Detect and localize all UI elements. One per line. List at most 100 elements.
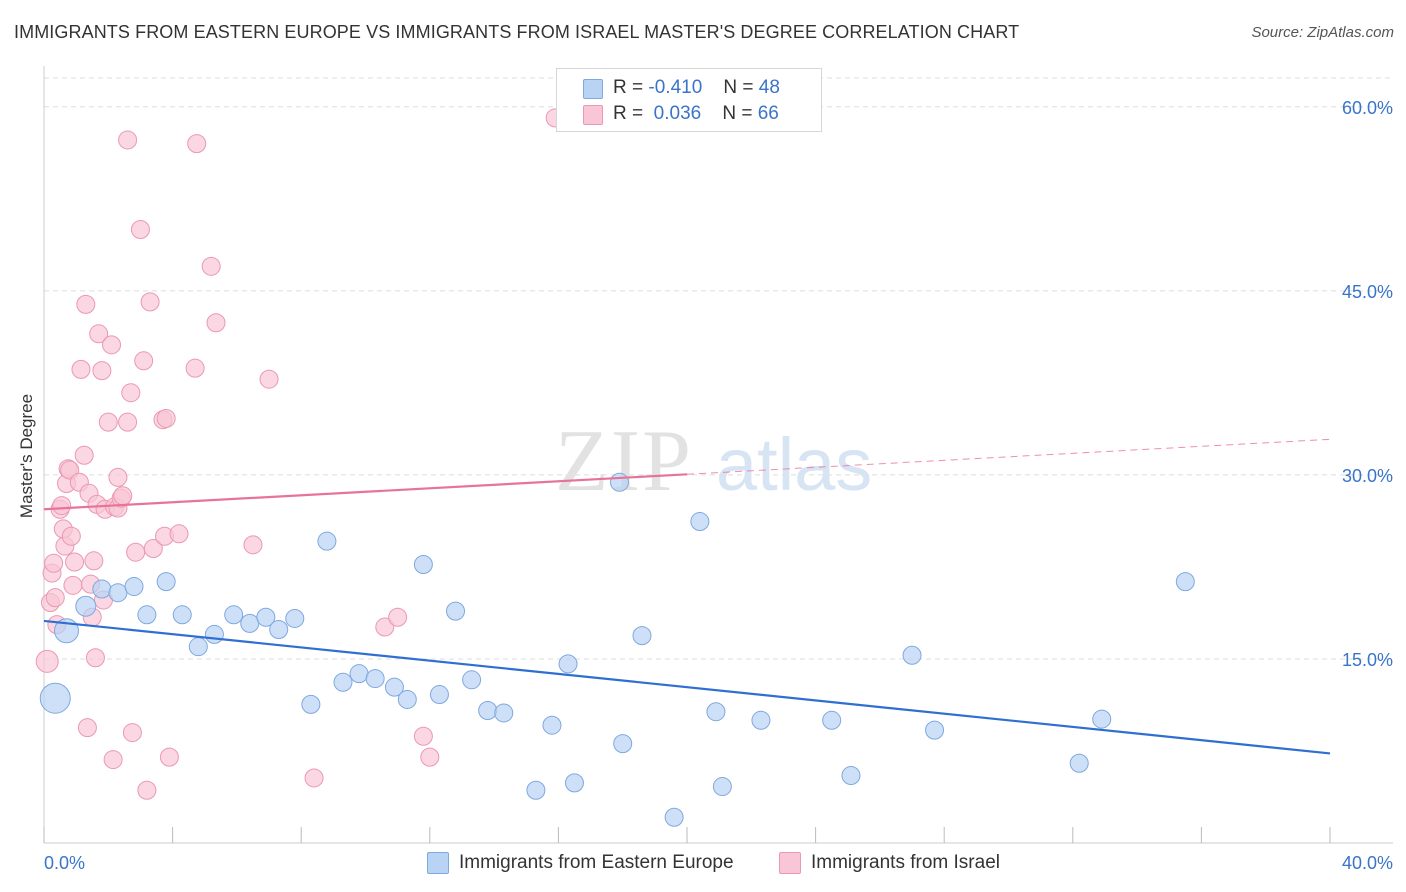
eastern-europe-point	[124, 577, 144, 597]
israel-point	[375, 617, 395, 637]
eastern-europe-point	[429, 685, 449, 705]
israel-point	[140, 292, 160, 312]
israel-point	[108, 467, 128, 487]
israel-point	[134, 351, 154, 371]
watermark-atlas: atlas	[716, 423, 872, 506]
eastern-europe-point	[301, 694, 321, 714]
israel-point	[76, 294, 96, 314]
israel-point	[118, 412, 138, 432]
tick-labels: 15.0% 30.0% 45.0% 60.0% 0.0% 40.0%	[44, 98, 1393, 873]
eastern-europe-points	[39, 472, 1195, 827]
eastern-europe-point	[269, 620, 289, 640]
eastern-europe-point	[712, 777, 732, 797]
israel-point	[118, 130, 138, 150]
israel-point	[102, 335, 122, 355]
gridlines	[44, 77, 1393, 660]
israel-point	[113, 486, 133, 506]
israel-point	[187, 134, 207, 154]
israel-point	[185, 358, 205, 378]
y-tick-label: 30.0%	[1342, 466, 1393, 486]
israel-point	[206, 313, 226, 333]
r-label: R =	[613, 77, 644, 98]
israel-point	[84, 551, 104, 571]
israel-point	[122, 723, 142, 743]
eastern-europe-point	[75, 595, 97, 617]
eastern-europe-point	[224, 605, 244, 625]
israel-point	[126, 542, 146, 562]
israel-point	[121, 383, 141, 403]
blue-swatch	[583, 79, 603, 99]
y-axis-label: Master's Degree	[17, 393, 36, 519]
eastern-europe-point	[925, 720, 945, 740]
eastern-europe-point	[384, 677, 404, 697]
israel-point	[85, 648, 105, 668]
eastern-europe-point	[108, 583, 128, 603]
israel-point	[130, 220, 150, 240]
eastern-europe-point	[333, 672, 353, 692]
eastern-europe-point	[188, 637, 208, 657]
eastern-europe-point	[632, 626, 652, 646]
israel-point	[92, 361, 112, 381]
israel-point	[259, 369, 279, 389]
eastern-europe-point	[609, 472, 629, 492]
eastern-europe-point	[240, 613, 260, 633]
eastern-europe-point	[751, 710, 771, 730]
eastern-europe-point	[564, 773, 584, 793]
legend-label: Immigrants from Israel	[811, 852, 1000, 873]
israel-point	[74, 445, 94, 465]
eastern-europe-point	[1175, 572, 1195, 592]
eastern-europe-point	[156, 572, 176, 592]
eastern-europe-point	[256, 607, 276, 627]
israel-point	[89, 324, 109, 344]
axes	[43, 66, 1393, 844]
israel-point	[52, 496, 72, 516]
eastern-europe-point	[613, 734, 633, 754]
trend-lines	[43, 438, 1331, 755]
eastern-europe-point	[542, 715, 562, 735]
n-label: N =	[722, 103, 753, 124]
israel-point	[137, 780, 157, 800]
israel-point	[71, 359, 91, 379]
eastern-europe-point	[494, 703, 514, 723]
r-label: R =	[613, 103, 644, 124]
eastern-europe-point	[92, 579, 112, 599]
watermark-zip: ZIP	[555, 413, 693, 510]
y-tick-label: 45.0%	[1342, 282, 1393, 302]
eastern-europe-point	[841, 766, 861, 786]
israel-point	[61, 526, 81, 546]
eastern-europe-point	[137, 605, 157, 625]
eastern-europe-point	[365, 669, 385, 689]
source-label: Source: ZipAtlas.com	[1251, 24, 1394, 41]
eastern-europe-point	[39, 682, 71, 714]
eastern-europe-point	[822, 710, 842, 730]
eastern-europe-point	[172, 605, 192, 625]
israel-point	[35, 649, 59, 673]
eastern-europe-point	[204, 624, 224, 644]
x-tick-label: 40.0%	[1342, 853, 1393, 873]
eastern-europe-point	[526, 780, 546, 800]
blue-swatch	[427, 852, 449, 874]
israel-point	[156, 408, 176, 428]
israel-point	[103, 750, 123, 770]
n-value: 66	[757, 103, 779, 124]
israel-point	[77, 718, 97, 738]
eastern-europe-point	[462, 670, 482, 690]
eastern-europe-point	[664, 807, 684, 827]
israel-point	[65, 552, 85, 572]
pink-swatch	[583, 105, 603, 125]
eastern-europe-point	[1069, 753, 1089, 773]
legend-label: Immigrants from Eastern Europe	[459, 852, 734, 873]
eastern-europe-point	[317, 531, 337, 551]
eastern-europe-point	[413, 554, 433, 574]
israel-point	[169, 524, 189, 544]
israel-point	[201, 256, 221, 276]
eastern-europe-point	[478, 700, 498, 720]
israel-point	[45, 588, 65, 608]
stats-legend: R = -0.410 N = 48 R = 0.036 N = 66	[556, 68, 822, 132]
eastern-europe-point	[349, 664, 369, 684]
israel-point	[420, 747, 440, 767]
chart-title: IMMIGRANTS FROM EASTERN EUROPE VS IMMIGR…	[14, 22, 1020, 42]
y-tick-label: 15.0%	[1342, 650, 1393, 670]
israel-point	[63, 575, 83, 595]
r-value: -0.410	[648, 77, 703, 98]
